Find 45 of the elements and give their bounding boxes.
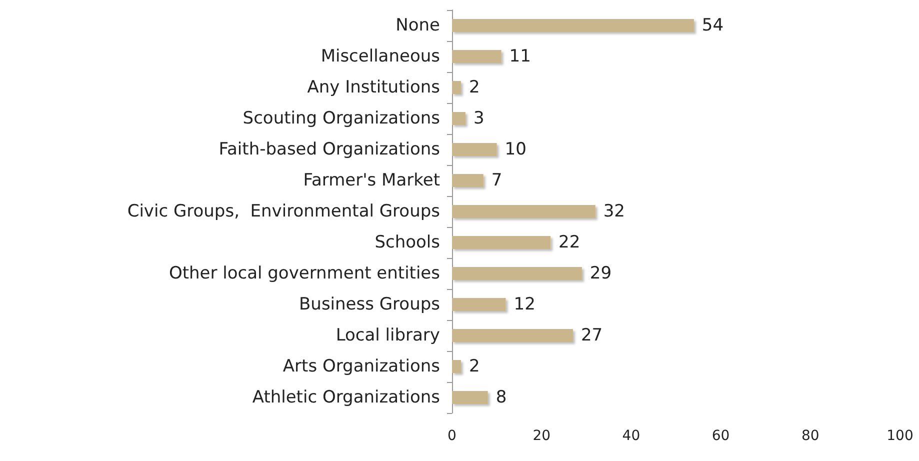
data-label: 29 (590, 264, 612, 284)
y-tick-label: Faith-based Organizations (218, 140, 440, 160)
bar (452, 174, 484, 187)
data-label: 3 (473, 108, 484, 128)
bar (452, 112, 466, 125)
bar (452, 236, 551, 249)
y-tick-label: None (396, 16, 440, 36)
bar (452, 19, 694, 32)
data-label: 10 (504, 140, 526, 160)
y-tick-label: Any Institutions (307, 78, 440, 98)
y-tick-label: Civic Groups, Environmental Groups (127, 202, 440, 222)
x-tick-label: 100 (886, 428, 914, 444)
data-label: 2 (468, 78, 480, 98)
data-label: 22 (558, 232, 580, 252)
y-tick-label: Local library (336, 326, 440, 346)
bar (452, 267, 582, 280)
x-tick-label: 0 (448, 428, 456, 444)
bar (452, 205, 596, 218)
y-tick-label: Miscellaneous (320, 46, 440, 66)
y-tick-label: Scouting Organizations (242, 108, 440, 128)
data-label: 7 (491, 170, 502, 190)
y-tick-label: Farmer's Market (303, 170, 440, 190)
x-tick-label: 40 (622, 428, 640, 444)
data-label: 11 (509, 46, 531, 66)
bar (452, 298, 506, 311)
y-tick-label: Schools (374, 232, 440, 252)
bar (452, 50, 502, 63)
data-label: 12 (514, 294, 536, 314)
y-tick-label: Other local government entities (168, 264, 440, 284)
bar (452, 81, 461, 94)
bar (452, 143, 497, 156)
y-tick-label: Business Groups (299, 294, 440, 314)
data-label: 2 (468, 356, 480, 376)
bar (452, 391, 488, 404)
y-tick-label: Arts Organizations (282, 356, 440, 376)
x-tick-label: 20 (532, 428, 551, 444)
x-tick-label: 80 (801, 428, 820, 444)
x-tick-label: 60 (712, 428, 730, 444)
data-label: 27 (580, 326, 603, 346)
bar (452, 360, 461, 373)
y-tick-label: Athletic Organizations (252, 388, 440, 408)
data-label: 32 (603, 202, 625, 222)
data-label: 8 (496, 388, 507, 408)
bar (452, 329, 573, 342)
data-label: 54 (702, 16, 724, 36)
